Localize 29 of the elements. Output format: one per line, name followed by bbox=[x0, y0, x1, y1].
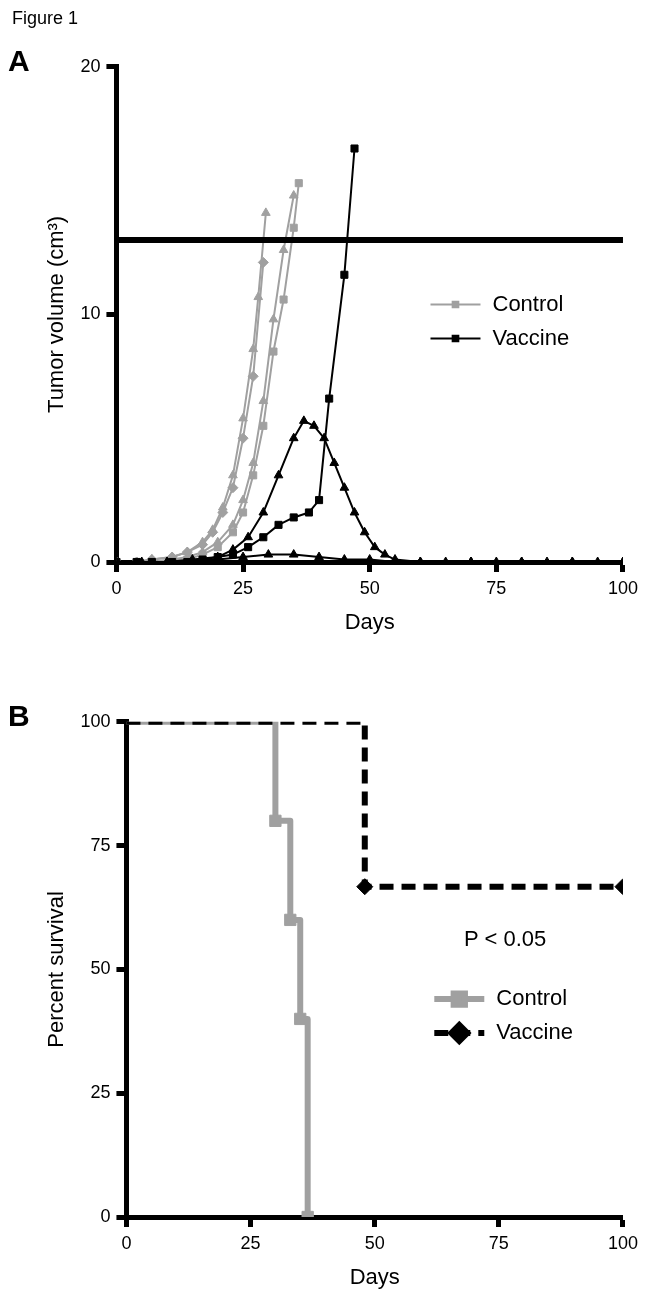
caption: Figure 1 bbox=[12, 8, 79, 29]
y-tick-label: 0 bbox=[100, 1205, 111, 1226]
legend-label: Control bbox=[496, 985, 568, 1011]
chart-title: A bbox=[8, 44, 30, 78]
legend-label: Vaccine bbox=[492, 324, 570, 350]
x-tick-label: 100 bbox=[607, 577, 639, 598]
x-tick-label: 75 bbox=[486, 577, 507, 598]
y-tick-label: 100 bbox=[80, 710, 111, 731]
x-tick-label: 25 bbox=[233, 577, 254, 598]
y-tick-label: 25 bbox=[90, 1082, 111, 1103]
y-tick-label: 50 bbox=[90, 958, 111, 979]
annotation: P < 0.05 bbox=[464, 925, 547, 951]
y-tick-label: 0 bbox=[90, 550, 101, 571]
x-tick-label: 50 bbox=[364, 1232, 385, 1253]
y-tick-label: 75 bbox=[90, 834, 111, 855]
x-axis-title: Days bbox=[349, 1263, 400, 1289]
legend-label: Vaccine bbox=[496, 1019, 573, 1045]
x-axis-title: Days bbox=[344, 608, 395, 634]
x-tick-label: 0 bbox=[121, 1232, 132, 1253]
y-axis-title: Tumor volume (cm³) bbox=[43, 215, 69, 413]
legend-label: Control bbox=[492, 290, 564, 316]
x-tick-label: 75 bbox=[488, 1232, 509, 1253]
y-tick-label: 20 bbox=[80, 55, 101, 76]
y-axis-title: Percent survival bbox=[43, 891, 69, 1048]
y-tick-label: 10 bbox=[80, 303, 101, 324]
chart-title: B bbox=[8, 699, 30, 733]
x-tick-label: 25 bbox=[240, 1232, 261, 1253]
x-tick-label: 50 bbox=[359, 577, 380, 598]
x-tick-label: 100 bbox=[607, 1232, 639, 1253]
